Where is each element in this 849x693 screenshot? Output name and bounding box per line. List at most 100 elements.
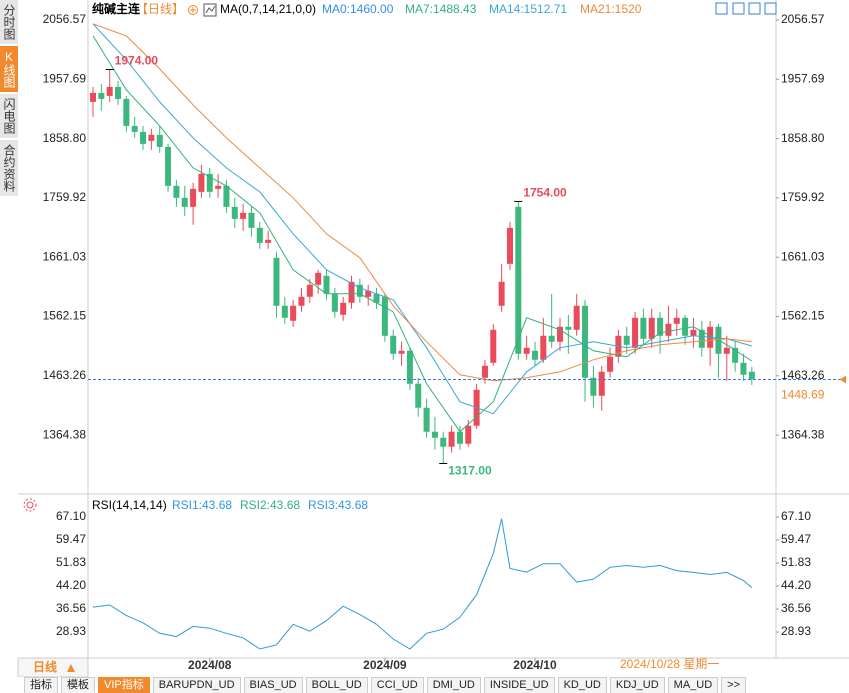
y-tick-label: 1562.15: [781, 309, 825, 323]
candle-body: [740, 362, 747, 375]
candle-body: [540, 335, 547, 360]
last-price-tag: [777, 387, 847, 403]
legend-entry: RSI1:43.68: [172, 498, 232, 512]
y-tick-label: 36.56: [781, 601, 811, 615]
y-tick-label: 51.83: [56, 555, 86, 569]
indicator-line: [92, 35, 753, 433]
sidebar-button[interactable]: 闪电图: [0, 94, 18, 138]
candle-body: [348, 281, 355, 303]
sidebar-button[interactable]: 合约资料: [0, 140, 18, 196]
y-tick-label: 1364.38: [43, 427, 87, 441]
last-price-arrow: [840, 375, 846, 384]
candle-body: [315, 272, 322, 285]
candle-body: [390, 335, 397, 354]
period-button[interactable]: [17, 657, 89, 677]
y-tick-label: 1463.26: [781, 368, 825, 382]
indicator-tab[interactable]: 模板: [61, 677, 95, 693]
add-icon[interactable]: [188, 5, 198, 15]
candle-body: [331, 293, 338, 312]
candle-body: [306, 284, 313, 297]
indicator-tab[interactable]: BOLL_UD: [305, 677, 368, 693]
candle-body: [732, 347, 739, 363]
indicator-tab[interactable]: VIP指标: [98, 677, 150, 693]
indicator-tab[interactable]: KDJ_UD: [609, 677, 665, 693]
period-button-label[interactable]: 日线: [33, 659, 57, 674]
y-tick-label: 59.47: [56, 532, 86, 546]
candle-body: [290, 305, 297, 321]
indicator-tab[interactable]: BARUPDN_UD: [152, 677, 241, 693]
candle-body: [515, 206, 522, 354]
indicator-tab[interactable]: BIAS_UD: [243, 677, 303, 693]
candle-body: [698, 329, 705, 348]
candle-body: [148, 134, 155, 141]
candle-body: [131, 125, 138, 132]
indicator-tab[interactable]: CCI_UD: [370, 677, 424, 693]
candle-body: [673, 317, 680, 324]
sidebar-button[interactable]: K线图: [0, 46, 18, 92]
candle-body: [381, 296, 388, 336]
candle-body: [356, 284, 363, 297]
sidebar-button[interactable]: 分时图: [0, 0, 18, 44]
candle-body: [490, 329, 497, 363]
rsi-icon[interactable]: [23, 498, 37, 512]
y-tick-label: 2056.57: [43, 12, 87, 26]
candle-body: [173, 185, 180, 198]
y-tick-label: 28.93: [56, 624, 86, 638]
chart: 纯碱主连 【日线】 MA(0,7,14,21,0,0) RSI(14,14,14…: [17, 0, 849, 677]
rsi-title: RSI(14,14,14): [92, 498, 167, 512]
candle-body: [231, 206, 238, 219]
indicator-tab[interactable]: 指标: [24, 677, 58, 693]
candle-body: [440, 437, 447, 447]
candle-body: [690, 329, 697, 336]
candle-body: [190, 188, 197, 207]
indicator-line: [92, 23, 752, 382]
y-tick-label: 1661.03: [43, 249, 87, 263]
y-tick-label: 1858.80: [43, 131, 87, 145]
y-tick-label: 1364.38: [781, 427, 825, 441]
candle-body: [431, 431, 438, 438]
candle-body: [365, 290, 372, 297]
indicator-tab[interactable]: >>: [721, 677, 747, 693]
legend-entry: MA14:1512.71: [489, 2, 567, 16]
indicator-tab[interactable]: INSIDE_UD: [483, 677, 555, 693]
extreme-label: 1974.00: [115, 54, 159, 68]
period[interactable]: 【日线】: [136, 2, 184, 16]
candle-body: [398, 350, 405, 354]
candle-body: [123, 98, 130, 126]
candle-body: [340, 302, 347, 315]
candle-body: [557, 326, 564, 342]
candle-body: [590, 377, 597, 396]
candle-body: [607, 356, 614, 372]
candle-body: [373, 293, 380, 303]
y-tick-label: 1759.92: [781, 190, 825, 204]
y-tick-label: 1957.69: [781, 71, 825, 85]
candle-body: [281, 305, 288, 318]
extreme-label: 1317.00: [448, 464, 492, 478]
candle-body: [323, 275, 330, 294]
y-tick-label: 36.56: [56, 601, 86, 615]
indicator-icon[interactable]: [203, 3, 217, 17]
indicator-tab[interactable]: DMI_UD: [426, 677, 481, 693]
chart-title: 纯碱主连: [92, 1, 141, 16]
candle-body: [498, 281, 505, 306]
candle-body: [465, 425, 472, 444]
candle-body: [723, 347, 730, 354]
candle-body: [657, 317, 664, 336]
indicator-tab[interactable]: MA_UD: [667, 677, 719, 693]
candle-body: [256, 227, 263, 243]
period-arrow: [67, 664, 75, 672]
y-tick-label: 1562.15: [43, 309, 87, 323]
indicator-tab[interactable]: KD_UD: [557, 677, 607, 693]
candle-body: [682, 317, 689, 336]
candle-body: [206, 173, 213, 192]
sidebar: 分时图 K线图闪电图合约资料: [0, 0, 18, 198]
indicator-line: [92, 518, 753, 650]
toolbar-icons[interactable]: [715, 2, 777, 15]
y-tick-label: 1463.26: [43, 368, 87, 382]
extreme-label: 1754.00: [523, 186, 567, 200]
candle-body: [448, 431, 455, 447]
legend-entry: MA21:1520: [580, 2, 642, 16]
x-tick-label: 2024/08: [188, 658, 232, 672]
legend-entry: RSI3:43.68: [308, 498, 368, 512]
